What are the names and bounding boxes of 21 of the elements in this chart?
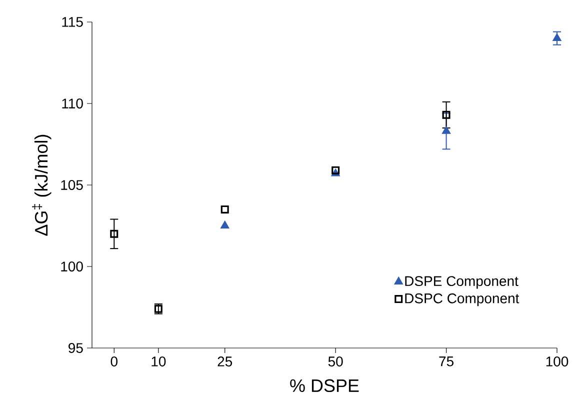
- point: [332, 166, 340, 174]
- x-tick-label: 50: [328, 356, 343, 366]
- x-axis-title: % DSPE: [290, 379, 359, 392]
- y-tick-label: 100: [61, 262, 83, 272]
- x-tick-label: 100: [546, 356, 568, 366]
- legend-label: DSPE Component: [405, 276, 518, 289]
- y-tick-label: 115: [62, 17, 83, 27]
- point: [220, 205, 229, 214]
- legend-label: DSPC Component: [405, 293, 520, 306]
- x-tick-label: 10: [152, 356, 166, 366]
- point: [220, 221, 230, 228]
- point: [442, 126, 450, 134]
- y-tick-label: 105: [61, 180, 83, 190]
- point: [110, 230, 118, 238]
- point: [442, 110, 450, 119]
- y-tick-label: 110: [62, 98, 83, 108]
- x-tick-label: 75: [439, 356, 454, 366]
- y-tick-label: 95: [68, 343, 83, 353]
- x-tick-label: 25: [218, 356, 232, 366]
- y-axis-title: ΔG$^{‡}$ (kJ/mol): [32, 134, 52, 236]
- x-tick-label: 0: [110, 356, 118, 366]
